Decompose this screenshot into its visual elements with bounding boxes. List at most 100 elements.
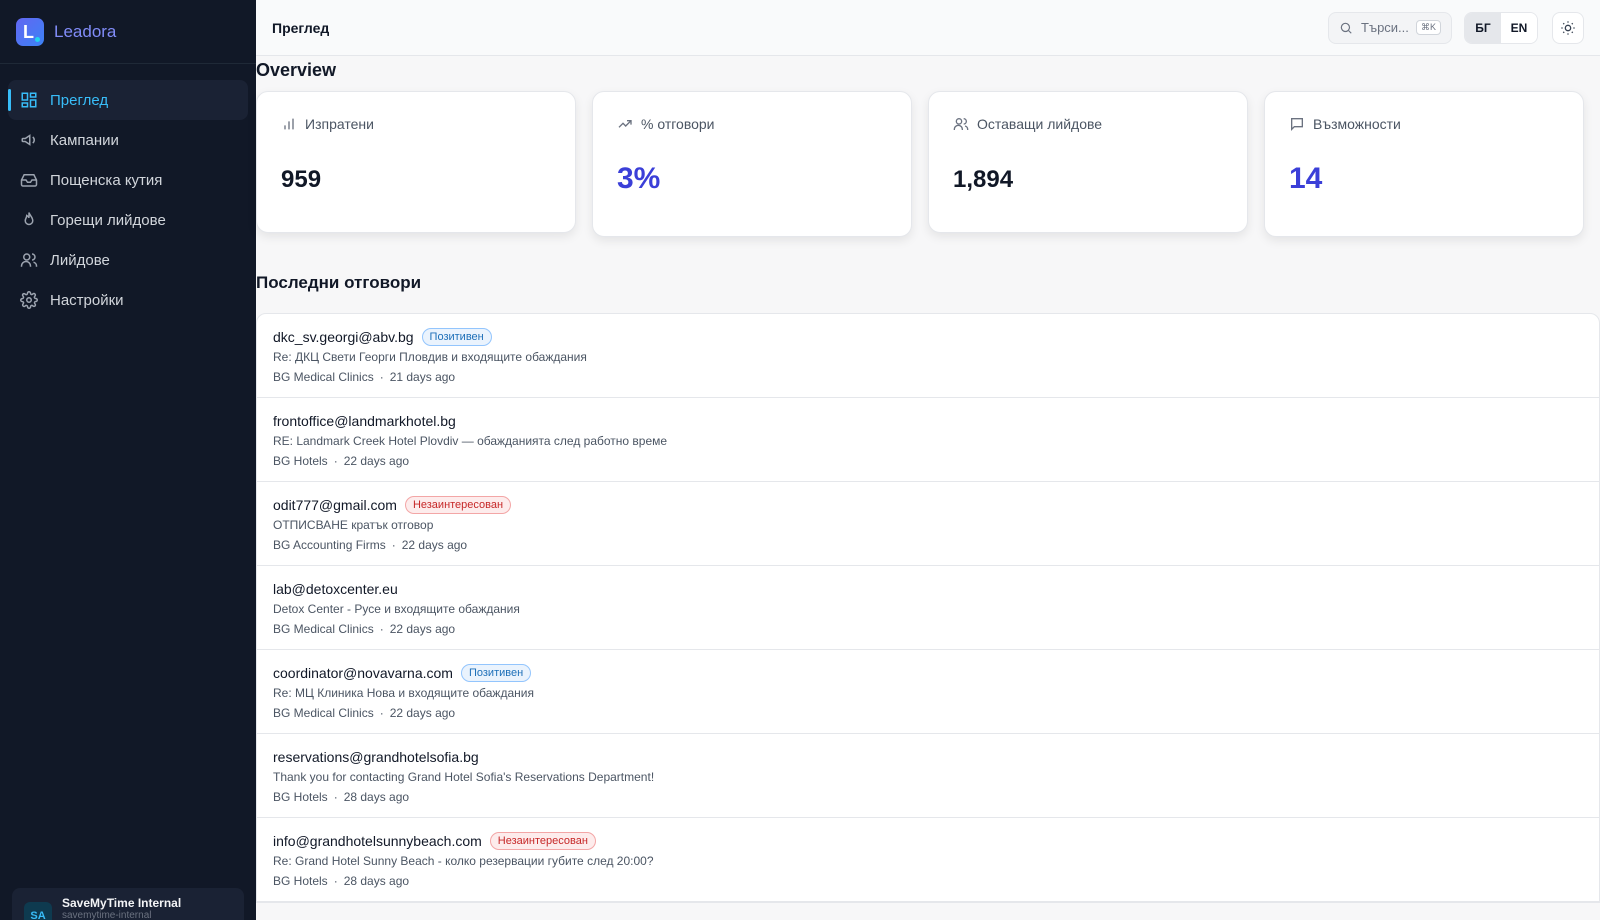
reply-segment: BG Accounting Firms: [273, 538, 386, 552]
user-workspace: savemytime-internal: [62, 910, 152, 920]
reply-time: 21 days ago: [389, 370, 456, 384]
stat-label-text: Изпратени: [305, 116, 374, 132]
avatar: SA: [24, 902, 52, 920]
reply-subject: Thank you for contacting Grand Hotel Sof…: [273, 770, 655, 784]
separator-dot: ·: [333, 454, 338, 468]
status-badge: Позитивен: [460, 664, 532, 682]
reply-subject: ОТПИСВАНЕ кратък отговор: [273, 518, 434, 532]
reply-email: lab@detoxcenter.eu: [273, 581, 398, 597]
reply-meta: BG Medical Clinics · 22 days ago: [273, 622, 1583, 636]
reply-email: frontoffice@landmarkhotel.bg: [273, 413, 456, 429]
logo-dot: [35, 36, 40, 42]
reply-subject: Detox Center - Русе и входящите обаждани…: [273, 602, 520, 616]
stat-value: 959: [281, 166, 322, 193]
sidebar-item-label: Кампании: [50, 131, 119, 149]
stat-label: Изпратени: [281, 116, 551, 132]
user-name: SaveMyTime Internal: [62, 896, 182, 910]
list-item[interactable]: lab@detoxcenter.eu Detox Center - Русе и…: [257, 566, 1599, 650]
reply-segment: BG Medical Clinics: [273, 370, 374, 384]
reply-email: reservations@grandhotelsofia.bg: [273, 749, 479, 765]
separator-dot: ·: [391, 538, 396, 552]
reply-time: 22 days ago: [389, 622, 456, 636]
separator-dot: ·: [379, 622, 384, 636]
reply-segment: BG Hotels: [273, 454, 328, 468]
recent-replies-list: dkc_sv.georgi@abv.bg Позитивен Re: ДКЦ С…: [256, 313, 1600, 903]
sidebar-item-leads[interactable]: Лийдове: [8, 240, 248, 280]
users-icon: [20, 251, 38, 269]
lang-en-button[interactable]: EN: [1501, 12, 1537, 43]
search-shortcut: ⌘K: [1415, 20, 1441, 35]
user-card[interactable]: SA SaveMyTime Internal savemytime-intern…: [12, 888, 244, 920]
reply-email: dkc_sv.georgi@abv.bg: [273, 329, 414, 345]
reply-time: 22 days ago: [389, 706, 456, 720]
separator-dot: ·: [379, 370, 384, 384]
reply-header: dkc_sv.georgi@abv.bg Позитивен: [273, 326, 1583, 348]
message-icon: [1291, 118, 1303, 131]
sidebar-item-overview[interactable]: Преглед: [8, 80, 248, 120]
stat-label: Оставащи лийдове: [953, 116, 1223, 132]
reply-header: coordinator@novavarna.com Позитивен: [273, 662, 1583, 684]
stat-card-remaining-leads: Оставащи лийдове 1,894: [928, 91, 1248, 233]
brand[interactable]: L Leadora: [0, 0, 256, 64]
reply-header: reservations@grandhotelsofia.bg: [273, 746, 1583, 768]
stat-value: 14: [1289, 162, 1323, 195]
reply-segment: BG Medical Clinics: [273, 706, 374, 720]
separator-dot: ·: [333, 874, 338, 888]
stat-value: 1,894: [953, 166, 1014, 193]
reply-email: coordinator@novavarna.com: [273, 665, 453, 681]
stats-row: Изпратени 959 % отговори 3% Оставащи лий…: [256, 91, 1600, 237]
reply-meta: BG Hotels · 22 days ago: [273, 454, 1583, 468]
search-input[interactable]: Търси... ⌘K: [1328, 11, 1452, 44]
sidebar-item-inbox[interactable]: Пощенска кутия: [8, 160, 248, 200]
stat-label-text: % отговори: [641, 116, 715, 132]
lang-bg-button[interactable]: БГ: [1465, 12, 1501, 43]
top-header: Преглед Търси... ⌘K БГ EN: [256, 0, 1600, 56]
reply-email: info@grandhotelsunnybeach.com: [273, 833, 482, 849]
recent-replies-heading: Последни отговори: [256, 273, 422, 292]
reply-subject: Re: МЦ Клиника Нова и входящите обаждани…: [273, 686, 534, 700]
stat-card-opportunities: Възможности 14: [1264, 91, 1584, 237]
status-badge: Позитивен: [421, 328, 492, 346]
main-content: Overview Изпратени 959 % отговори 3% Ост…: [256, 56, 1600, 920]
brand-name: Leadora: [54, 21, 117, 41]
reply-segment: BG Medical Clinics: [273, 622, 374, 636]
sidebar-item-label: Преглед: [50, 91, 109, 109]
reply-subject: Re: ДКЦ Свети Георги Пловдив и входящите…: [273, 350, 587, 364]
status-badge: Незаинтересован: [489, 832, 596, 850]
search-placeholder: Търси...: [1361, 20, 1409, 35]
theme-toggle-button[interactable]: [1552, 11, 1584, 44]
overview-heading: Overview: [256, 60, 337, 80]
list-item[interactable]: reservations@grandhotelsofia.bg Thank yo…: [257, 734, 1599, 818]
reply-segment: BG Hotels: [273, 790, 328, 804]
reply-header: odit777@gmail.com Незаинтересован: [273, 494, 1583, 516]
stat-label-text: Оставащи лийдове: [977, 116, 1103, 132]
reply-meta: BG Medical Clinics · 21 days ago: [273, 370, 1583, 384]
reply-header: frontoffice@landmarkhotel.bg: [273, 410, 1583, 432]
list-item[interactable]: odit777@gmail.com Незаинтересован ОТПИСВ…: [257, 482, 1599, 566]
sidebar-item-label: Пощенска кутия: [50, 171, 163, 189]
trending-up-icon: [618, 120, 632, 128]
logo-letter: L: [23, 21, 34, 42]
reply-header: lab@detoxcenter.eu: [273, 578, 1583, 600]
reply-subject: RE: Landmark Creek Hotel Plovdiv — обажд…: [273, 434, 668, 448]
sidebar-item-hot-leads[interactable]: Горещи лийдове: [8, 200, 248, 240]
separator-dot: ·: [333, 790, 338, 804]
stat-label: % отговори: [617, 116, 887, 132]
reply-time: 22 days ago: [401, 538, 468, 552]
sidebar-item-settings[interactable]: Настройки: [8, 280, 248, 320]
status-badge: Незаинтересован: [404, 496, 512, 514]
stat-card-sent: Изпратени 959: [256, 91, 576, 233]
stat-label-text: Възможности: [1313, 116, 1401, 132]
inbox-icon: [20, 171, 38, 189]
sidebar-item-campaigns[interactable]: Кампании: [8, 120, 248, 160]
dashboard-icon: [20, 91, 38, 109]
list-item[interactable]: frontoffice@landmarkhotel.bg RE: Landmar…: [257, 398, 1599, 482]
search-icon: [1340, 22, 1352, 34]
list-item[interactable]: dkc_sv.georgi@abv.bg Позитивен Re: ДКЦ С…: [257, 314, 1599, 398]
list-item[interactable]: coordinator@novavarna.com Позитивен Re: …: [257, 650, 1599, 734]
stat-card-reply-rate: % отговори 3%: [592, 91, 912, 237]
list-item[interactable]: info@grandhotelsunnybeach.com Незаинтере…: [257, 818, 1599, 902]
language-switch: БГ EN: [1464, 11, 1538, 44]
reply-meta: BG Hotels · 28 days ago: [273, 790, 1583, 804]
reply-email: odit777@gmail.com: [273, 497, 397, 513]
